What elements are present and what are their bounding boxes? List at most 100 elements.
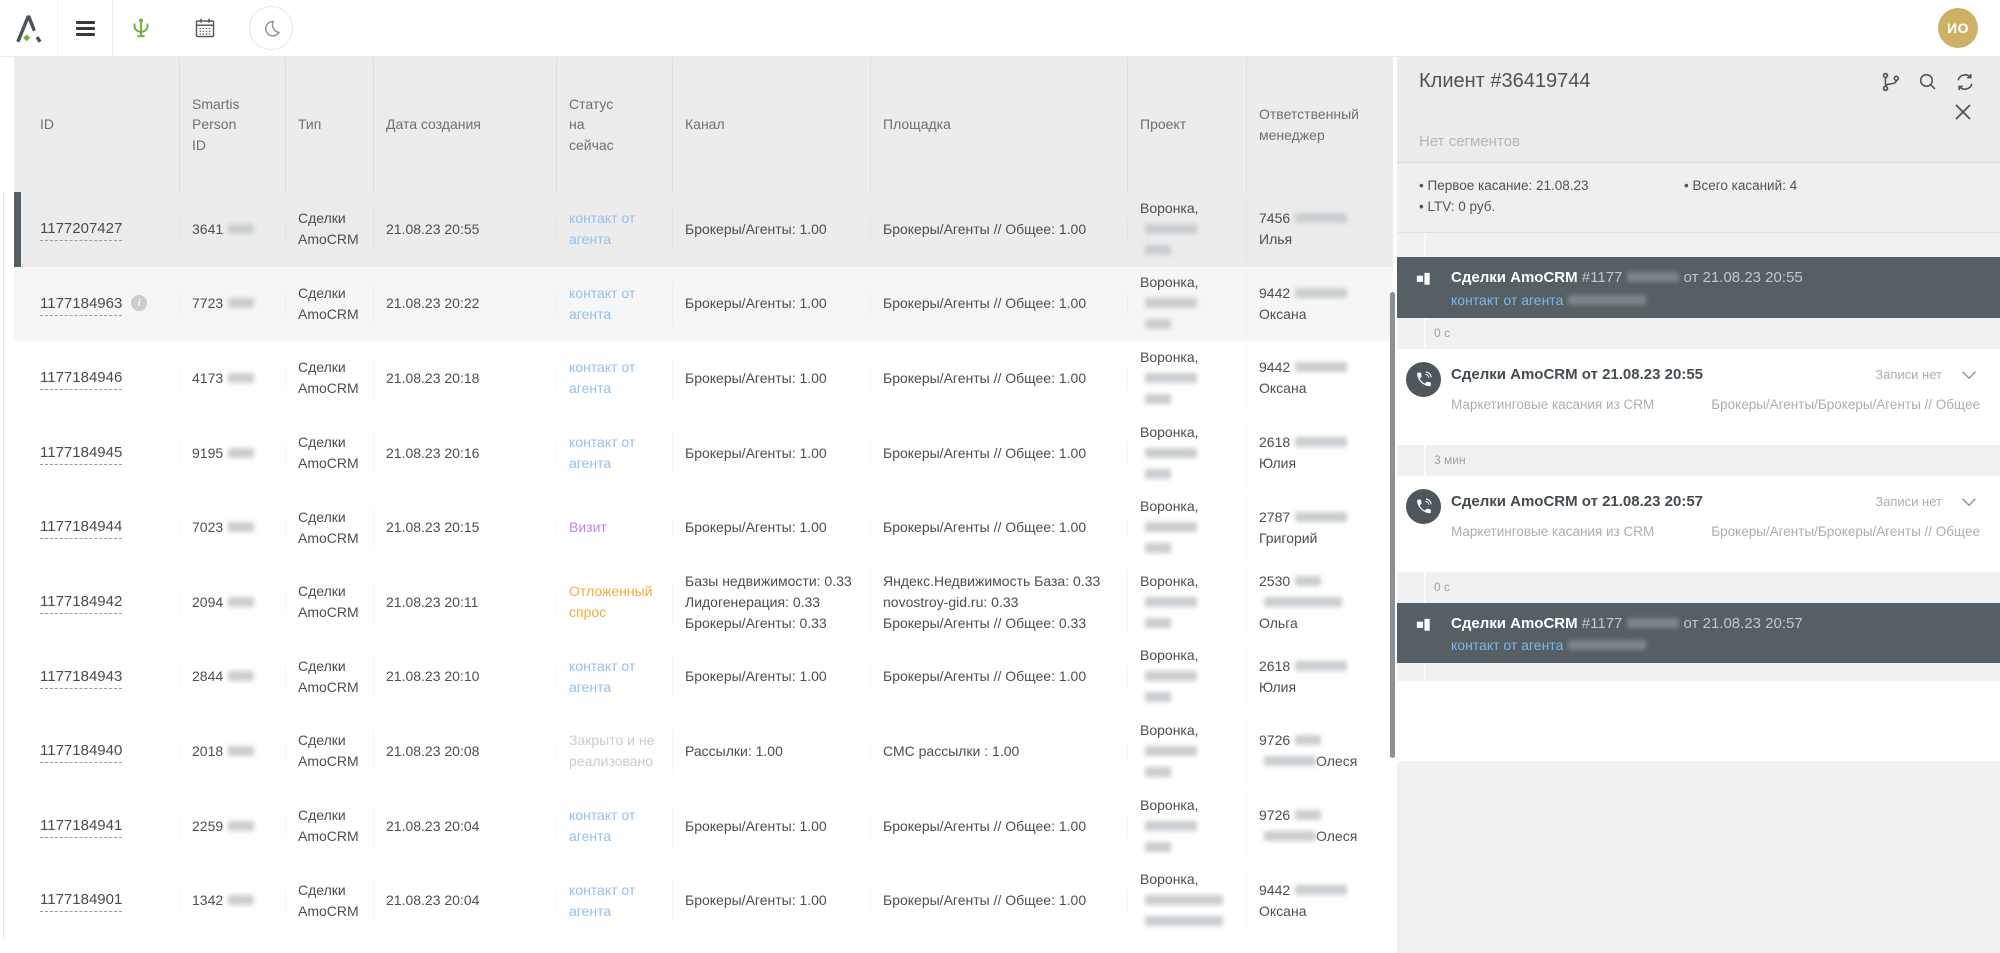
table-row[interactable]: 1177184941 2259 Сделки AmoCRM 21.08.23 20:0… [14,788,1393,864]
redacted-text [1145,766,1171,777]
channel-line: Брокеры/Агенты: 1.00 [685,817,827,834]
close-icon[interactable] [1952,101,1974,123]
timeline-deal-header[interactable]: Сделки AmoCRM #1177 от 21.08.23 20:55 кон… [1397,256,2000,318]
call-title-row: Сделки AmoCRM от 21.08.23 20:55 Записи не… [1451,364,1980,386]
text-line: Оксана [1259,305,1307,322]
cell-created: 21.08.23 20:04 [374,816,557,837]
row-id-link[interactable]: 1177207427 [40,220,123,242]
text-line: 2787 [1259,507,1381,528]
table-row[interactable]: 1177184943 2844 Сделки AmoCRM 21.08.23 20:1… [14,639,1393,715]
redacted-text [228,596,255,607]
cell-id: 1177184946 [14,367,180,391]
row-id-link[interactable]: 1177184941 [40,816,123,838]
status-badge: контакт от агента [557,656,673,698]
client-stats: Первое касание: 21.08.23 LTV: 0 руб. Все… [1397,163,2000,233]
table-row[interactable]: 1177184945 9195 Сделки AmoCRM 21.08.23 20:1… [14,415,1393,491]
cell-created: 21.08.23 20:16 [374,443,557,464]
row-id-link[interactable]: 1177184963 [40,294,123,316]
text-line [1259,592,1381,613]
text-line [1140,762,1234,783]
cell-type: Сделки AmoCRM [286,283,374,325]
info-icon[interactable]: i [131,295,148,312]
stat-first-touch: Первое касание: 21.08.23 [1419,176,1684,197]
search-icon[interactable] [1917,71,1939,93]
col-header-manager[interactable]: Ответственный менеджер [1259,106,1359,143]
row-id-link[interactable]: 1177184944 [40,518,123,540]
timeline-gap-label: 0 с [1434,326,1451,341]
row-id-link[interactable]: 1177184901 [40,891,123,913]
text-line: Воронка, [1140,423,1199,440]
table-row[interactable]: 1177184940 2018 Сделки AmoCRM 21.08.23 20:0… [14,714,1393,789]
table-vertical-scrollbar[interactable] [1390,292,1395,758]
merge-icon[interactable] [1880,71,1902,93]
row-id-link[interactable]: 1177184943 [40,667,123,689]
text-line: Воронка, [1140,274,1199,291]
timeline-call-card[interactable]: Сделки AmoCRM от 21.08.23 20:57 Записи не… [1397,475,2000,572]
col-header-person-id[interactable]: Smartis Person ID [180,57,286,192]
refresh-icon[interactable] [1954,71,1976,93]
table-row[interactable]: 1177184963 i 7723 Сделки AmoCRM 21.08.23 20:… [14,266,1393,342]
channel-line: Брокеры/Агенты: 1.00 [685,444,827,461]
status-badge: Визит [557,517,673,538]
col-header-id[interactable]: ID [14,57,180,192]
redacted-text [1145,895,1223,906]
table-row[interactable]: 1177184901 1342 Сделки AmoCRM 21.08.23 20:0… [14,863,1393,938]
redacted-text [1295,575,1322,586]
row-id-link[interactable]: 1177184942 [40,593,123,615]
app-logo[interactable] [0,0,58,56]
dark-mode-toggle[interactable] [249,6,293,50]
cell-platform: Брокеры/Агенты // Общее: 1.00 [871,816,1128,837]
timeline-call-card[interactable]: Сделки AmoCRM от 21.08.23 20:55 Записи не… [1397,348,2000,445]
menu-button[interactable] [58,0,113,56]
redacted-text [1264,831,1316,842]
text-line [1140,293,1234,314]
table-row[interactable]: 1177184942 2094 Сделки AmoCRM 21.08.23 20:1… [14,564,1393,640]
platform-line: Брокеры/Агенты // Общее: 1.00 [883,817,1087,834]
timeline-deal-header[interactable]: Сделки AmoCRM #1177 от 21.08.23 20:57 кон… [1397,602,2000,664]
cell-channel: Брокеры/Агенты: 1.00 [673,219,871,240]
crm-plant-button[interactable] [129,16,153,40]
table-row[interactable]: 1177184946 4173 Сделки AmoCRM 21.08.23 20:1… [14,341,1393,416]
cell-type: Сделки AmoCRM [286,581,374,623]
cell-manager: 9442 Оксана [1247,283,1393,325]
phone-icon-circle [1406,361,1441,397]
col-header-channel[interactable]: Канал [673,57,871,192]
table-row[interactable]: 1177207427 3641 Сделки AmoCRM 21.08.23 20:5… [14,192,1393,267]
redacted-text [228,522,255,533]
user-avatar[interactable]: ИО [1938,8,1978,48]
deal-icon [1416,618,1430,631]
phone-icon-circle [1406,488,1441,524]
calendar-button[interactable] [193,16,217,40]
cell-platform: СМС рассылки : 1.00 [871,741,1128,762]
col-header-type[interactable]: Тип [286,57,374,192]
status-badge: контакт от агента [557,805,673,847]
row-id-link[interactable]: 1177184946 [40,369,123,391]
text-line: Илья [1259,231,1293,248]
redacted-text [1145,468,1171,479]
row-id-link[interactable]: 1177184945 [40,443,123,465]
stat-ltv: LTV: 0 руб. [1419,197,1684,218]
platform-line: Брокеры/Агенты // Общее: 1.00 [883,668,1087,685]
chevron-down-icon[interactable] [1958,491,1980,513]
redacted-text [228,745,255,756]
row-id-link[interactable]: 1177184940 [40,742,123,764]
col-header-created[interactable]: Дата создания [374,57,557,192]
platform-line: Яндекс.Недвижимость База: 0.33 [883,572,1101,589]
platform-line: Брокеры/Агенты // Общее: 1.00 [883,519,1087,536]
text-line: Оксана [1259,380,1307,397]
cell-manager: 9726 Олеся [1247,730,1393,772]
col-header-project[interactable]: Проект [1128,57,1247,192]
col-header-status[interactable]: Статус на сейчас [557,57,673,192]
redacted-text [1295,810,1322,821]
text-line [1140,389,1234,410]
call-sub-row: Маркетинговые касания из CRM Брокеры/Аген… [1451,522,1980,542]
cell-created: 21.08.23 20:15 [374,517,557,538]
text-line [1140,464,1234,485]
redacted-text [1145,319,1171,330]
cell-id: 1177184941 [14,815,180,838]
cell-created: 21.08.23 20:22 [374,293,557,314]
table-row[interactable]: 1177184944 7023 Сделки AmoCRM 21.08.23 20:1… [14,490,1393,565]
cell-manager: 2618 Юлия [1247,656,1393,698]
chevron-down-icon[interactable] [1958,364,1980,386]
col-header-platform[interactable]: Площадка [871,57,1128,192]
